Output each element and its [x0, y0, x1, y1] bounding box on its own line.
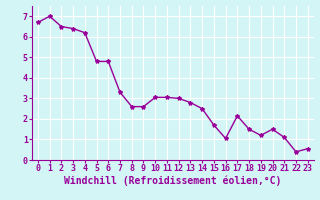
X-axis label: Windchill (Refroidissement éolien,°C): Windchill (Refroidissement éolien,°C)	[64, 176, 282, 186]
